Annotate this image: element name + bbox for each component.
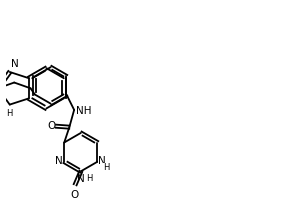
Text: H: H [7, 109, 13, 118]
Text: N: N [11, 59, 19, 69]
Text: H: H [87, 174, 93, 183]
Text: O: O [47, 121, 55, 131]
Text: NH: NH [76, 106, 92, 116]
Text: N: N [55, 156, 62, 166]
Text: O: O [70, 190, 78, 200]
Text: N: N [77, 174, 85, 184]
Text: N: N [55, 157, 62, 167]
Text: N: N [98, 156, 106, 166]
Text: H: H [103, 163, 110, 172]
